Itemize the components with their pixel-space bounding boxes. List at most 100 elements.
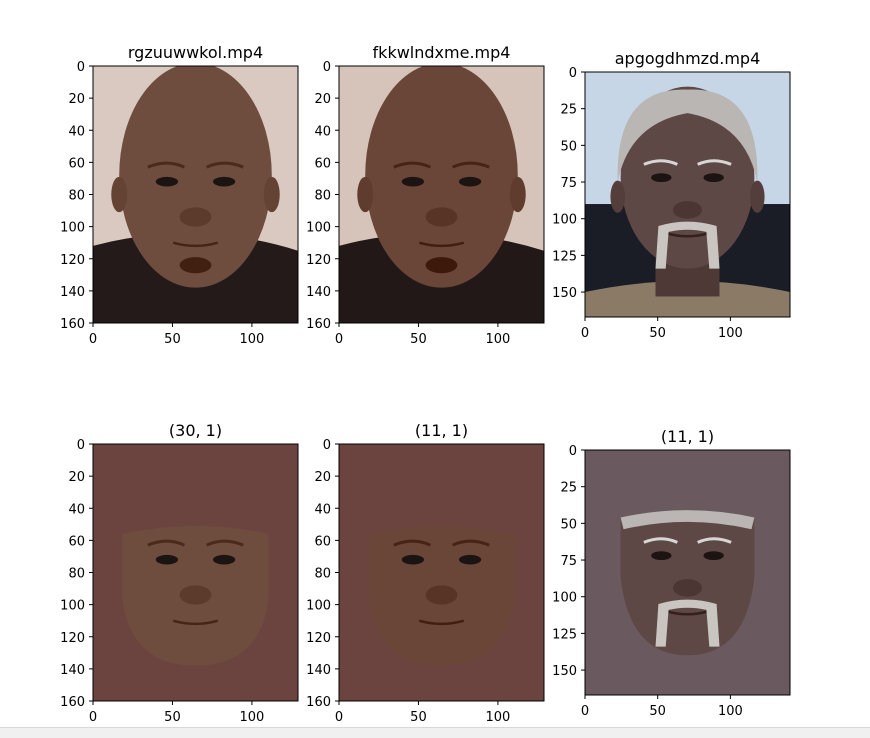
- y-tick-label: 0: [323, 60, 331, 75]
- left-eye: [155, 176, 179, 187]
- subplot-1: rgzuuwwkol.mp4 0 20 40 60 80 100 120 140 160 0 50 10…: [60, 43, 299, 347]
- y-tick-label: 0: [569, 444, 577, 459]
- nose: [425, 207, 458, 227]
- subplot-image: [585, 450, 790, 695]
- y-tick-label: 60: [68, 156, 85, 171]
- right-eye: [212, 554, 236, 565]
- x-tick-label: 50: [649, 326, 666, 341]
- y-tick-label: 100: [306, 221, 331, 236]
- y-tick-label: 40: [68, 502, 85, 517]
- right-eye: [212, 176, 236, 187]
- left-ear: [111, 176, 128, 213]
- x-tick-label: 50: [410, 710, 427, 725]
- left-eye: [155, 554, 179, 565]
- subplot-4: (30, 1) 0 20 40 60 80 100 120 140 160 0 50 100: [60, 421, 299, 725]
- y-tick-label: 50: [560, 139, 577, 154]
- y-tick-label: 160: [306, 695, 331, 710]
- subplot-title: (11, 1): [415, 421, 468, 440]
- y-tick-label: 120: [60, 253, 85, 268]
- mustache: [655, 221, 720, 269]
- y-tick-label: 80: [68, 567, 85, 582]
- subplot-image: [585, 72, 790, 317]
- left-brow: [393, 161, 432, 169]
- x-tick-label: 100: [240, 332, 265, 347]
- bottom-scrollbar[interactable]: [0, 727, 870, 738]
- x-tick-label: 0: [581, 704, 589, 719]
- shirt: [585, 281, 790, 317]
- x-tick-label: 0: [335, 332, 343, 347]
- y-tick-label: 0: [77, 60, 85, 75]
- right-ear: [509, 176, 526, 213]
- y-tick-label: 120: [60, 631, 85, 646]
- axes-frame: [584, 449, 791, 696]
- right-brow: [205, 161, 244, 169]
- head: [620, 86, 755, 269]
- goatee: [179, 257, 212, 274]
- subplot-image: [339, 444, 544, 701]
- subplot-title: (11, 1): [661, 427, 714, 446]
- gray-hair: [620, 510, 755, 530]
- y-tick-label: 140: [306, 285, 331, 300]
- y-tick-label: 125: [552, 249, 577, 264]
- y-tick-label: 25: [560, 103, 577, 118]
- right-ear: [263, 176, 280, 213]
- y-tick-label: 60: [314, 534, 331, 549]
- gray-hair: [617, 89, 758, 183]
- x-tick-label: 0: [335, 710, 343, 725]
- y-tick-label: 20: [314, 470, 331, 485]
- y-tick-label: 80: [68, 189, 85, 204]
- y-tick-label: 20: [314, 92, 331, 107]
- subplot-title: apgogdhmzd.mp4: [615, 49, 761, 68]
- x-tick-label: 50: [410, 332, 427, 347]
- mouth: [172, 241, 219, 248]
- y-tick-label: 0: [323, 438, 331, 453]
- y-tick-label: 50: [560, 517, 577, 532]
- y-tick-label: 80: [314, 189, 331, 204]
- y-tick-label: 100: [306, 599, 331, 614]
- y-tick-label: 60: [68, 534, 85, 549]
- y-tick-label: 20: [68, 470, 85, 485]
- right-eye: [458, 554, 482, 565]
- nose: [179, 207, 212, 227]
- y-tick-label: 75: [560, 554, 577, 569]
- x-tick-label: 50: [164, 710, 181, 725]
- y-tick-label: 100: [552, 591, 577, 606]
- subplot-title: (30, 1): [169, 421, 222, 440]
- nose: [179, 585, 212, 605]
- x-tick-label: 0: [581, 326, 589, 341]
- right-brow: [451, 539, 490, 547]
- axes-frame: [584, 71, 791, 318]
- y-tick-label: 40: [314, 502, 331, 517]
- subplot-image: [93, 444, 298, 701]
- right-brow: [697, 537, 732, 544]
- nose: [672, 579, 703, 597]
- left-brow: [643, 159, 678, 166]
- x-tick-label: 0: [89, 710, 97, 725]
- left-brow: [393, 539, 432, 547]
- y-tick-label: 120: [306, 631, 331, 646]
- right-brow: [697, 159, 732, 166]
- x-tick-label: 100: [718, 704, 743, 719]
- y-tick-label: 100: [552, 213, 577, 228]
- left-eye: [651, 173, 672, 183]
- mouth: [666, 610, 709, 616]
- y-tick-label: 0: [77, 438, 85, 453]
- y-tick-label: 160: [60, 317, 85, 332]
- x-tick-label: 100: [718, 326, 743, 341]
- y-tick-label: 100: [60, 221, 85, 236]
- subplot-6: (11, 1) 0 25 50 75 100 125 150 0 50 100: [552, 427, 791, 719]
- nose: [672, 201, 703, 219]
- head: [119, 66, 272, 288]
- left-brow: [147, 539, 186, 547]
- right-brow: [205, 539, 244, 547]
- y-tick-label: 60: [314, 156, 331, 171]
- y-tick-label: 120: [306, 253, 331, 268]
- x-tick-label: 0: [89, 332, 97, 347]
- left-eye: [651, 551, 672, 561]
- left-eye: [401, 554, 425, 565]
- left-brow: [643, 537, 678, 544]
- y-tick-label: 40: [68, 124, 85, 139]
- y-tick-label: 150: [552, 286, 577, 301]
- right-brow: [451, 161, 490, 169]
